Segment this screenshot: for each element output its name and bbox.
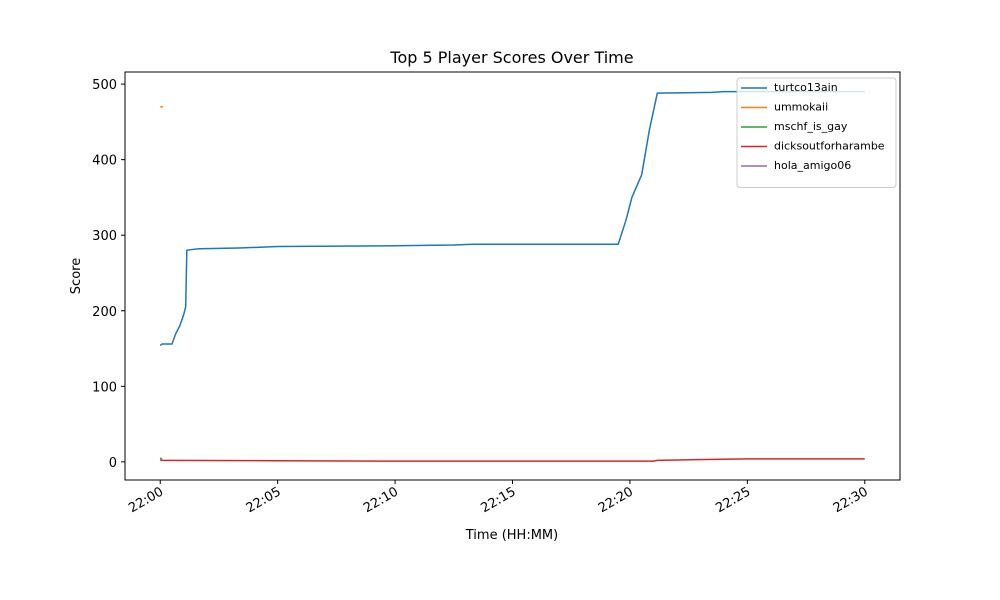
legend-label: ummokaii [774, 101, 828, 114]
axes-frame [124, 71, 901, 481]
y-axis-label: Score [69, 258, 84, 294]
series-line [160, 458, 865, 462]
x-tick-label: 22:15 [479, 484, 519, 516]
x-tick-label: 22:20 [596, 484, 636, 516]
y-tick-label: 500 [92, 78, 117, 93]
legend-label: dicksoutforharambe [774, 140, 885, 153]
legend-box [736, 77, 897, 188]
x-tick-label: 22:25 [713, 484, 753, 516]
legend-label: mschf_is_gay [774, 120, 848, 133]
x-tick-label: 22:30 [831, 484, 871, 516]
y-tick-label: 100 [92, 380, 117, 395]
x-tick-label: 22:05 [244, 484, 284, 516]
legend-label: turtco13ain [774, 81, 838, 94]
y-tick-label: 200 [92, 305, 117, 320]
legend: turtco13ain ummokaii mschf_is_gay dicksoutf… [736, 77, 897, 188]
y-tick-label: 0 [109, 456, 117, 471]
y-tick-label: 300 [92, 229, 117, 244]
x-tick-label: 22:00 [126, 484, 166, 516]
series-line [159, 90, 865, 347]
series-line [159, 457, 163, 460]
x-axis-label: Time (HH:MM) [465, 528, 558, 543]
legend-label: hola_amigo06 [774, 159, 851, 172]
x-tick-label: 22:10 [361, 484, 401, 516]
y-tick-label: 400 [92, 154, 117, 169]
chart-title: Top 5 Player Scores Over Time [389, 48, 633, 67]
